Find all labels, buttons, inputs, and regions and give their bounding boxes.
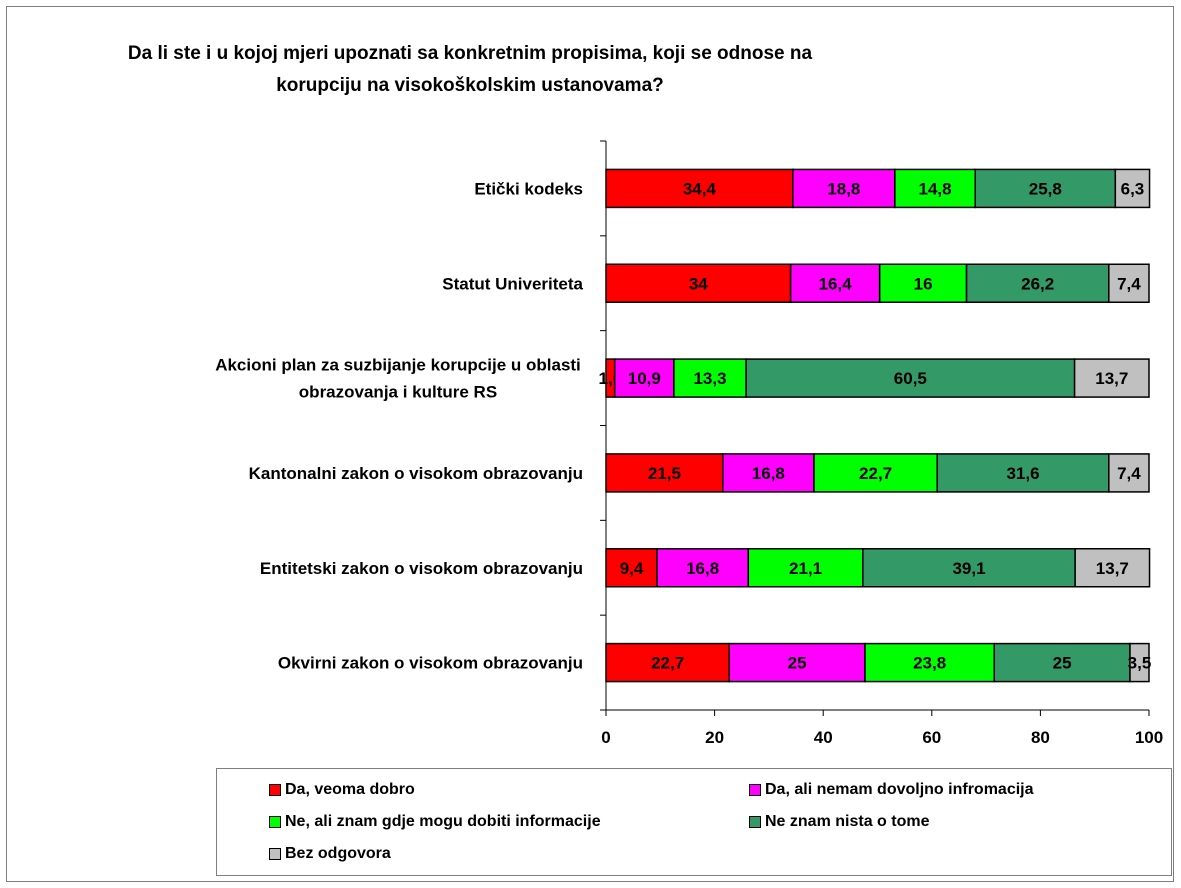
x-tick-label: 100 (1135, 728, 1163, 747)
data-label: 34 (689, 274, 708, 293)
bar-segment (673, 358, 747, 398)
data-label: 16,8 (752, 464, 785, 483)
category-label: Entitetski zakon o visokom obrazovanju (260, 559, 583, 578)
data-label: 22,7 (651, 654, 684, 673)
data-label: 13,7 (1095, 369, 1128, 388)
bar-segment (656, 548, 750, 588)
bar-segment (974, 168, 1117, 209)
data-label: 16 (914, 274, 933, 293)
data-label: 6,3 (1121, 179, 1145, 198)
chart-legend: Da, veoma dobro Da, ali nemam dovoljno in… (216, 768, 1172, 876)
bar-segment (613, 358, 675, 398)
legend-swatch (269, 816, 281, 828)
chart-title: Da li ste i u kojoj mjeri upoznati sa ko… (120, 38, 820, 102)
data-label: 13,3 (693, 369, 726, 388)
x-tick-label: 40 (814, 728, 833, 747)
bar-segment (1108, 453, 1150, 493)
data-label: 7,4 (1117, 274, 1141, 293)
data-label: 16,4 (819, 274, 853, 293)
bar-segment (1073, 358, 1150, 398)
category-label: Kantonalni zakon o visokom obrazovanju (249, 464, 583, 483)
x-tick-label: 60 (922, 728, 941, 747)
data-label: 3,5 (1128, 654, 1152, 673)
bar-segment (1108, 263, 1150, 303)
x-tick-label: 20 (705, 728, 724, 747)
data-label: 14,8 (919, 179, 952, 198)
bar-segment (813, 453, 938, 493)
legend-item: Ne, ali znam gdje mogu dobiti informacij… (269, 813, 601, 831)
bar-segment (894, 168, 976, 209)
data-label: 23,8 (913, 654, 946, 673)
legend-item: Da, veoma dobro (269, 781, 415, 799)
chart-frame (6, 6, 1174, 882)
data-label: 26,2 (1021, 274, 1054, 293)
legend-label: Ne znam nista o tome (765, 813, 930, 830)
bar-segment (936, 453, 1110, 493)
data-label: 21,5 (648, 464, 681, 483)
legend-swatch (749, 816, 761, 828)
legend-label: Ne, ali znam gdje mogu dobiti informacij… (285, 813, 601, 830)
bar-segment (605, 453, 724, 493)
bar-segment (605, 642, 731, 683)
bar-segment (864, 642, 995, 683)
legend-item: Da, ali nemam dovoljno infromacija (749, 781, 1034, 799)
data-label: 21,1 (789, 559, 822, 578)
bar-segment (747, 548, 864, 588)
chart-title-line-2: korupciju na visokoškolskim ustanovama? (276, 75, 664, 96)
legend-item: Bez odgovora (269, 845, 391, 863)
bar-segment (965, 263, 1110, 303)
x-tick-label: 80 (1031, 728, 1050, 747)
category-label: obrazovanja i kulture RS (299, 383, 497, 402)
legend-label: Bez odgovora (285, 845, 391, 862)
bar-segment (721, 453, 815, 493)
data-label: 31,6 (1006, 464, 1039, 483)
legend-label: Da, veoma dobro (285, 781, 415, 798)
data-label: 25 (1053, 654, 1072, 673)
data-label: 22,7 (859, 464, 892, 483)
bar-segment (1074, 548, 1151, 588)
data-label: 7,4 (1117, 464, 1141, 483)
chart-title-line-1: Da li ste i u kojoj mjeri upoznati sa ko… (127, 43, 813, 64)
legend-swatch (269, 848, 281, 860)
x-tick-label: 0 (601, 728, 610, 747)
bar-segment (728, 642, 866, 683)
category-label: Okvirni zakon o visokom obrazovanju (278, 654, 583, 673)
bar-segment (745, 358, 1076, 398)
data-label: 10,9 (628, 369, 661, 388)
category-label: Statut Univeriteta (442, 274, 583, 293)
data-label: 18,8 (827, 179, 860, 198)
bar-segment (789, 263, 881, 303)
category-label: Akcioni plan za suzbijanje korupcije u o… (215, 356, 581, 375)
data-label: 60,5 (894, 369, 927, 388)
legend-swatch (269, 784, 281, 796)
legend-item: Ne znam nista o tome (749, 813, 929, 831)
bar-segment (1114, 168, 1151, 209)
legend-swatch (749, 784, 761, 796)
bar-segment (792, 168, 896, 209)
data-label: 25,8 (1029, 179, 1062, 198)
data-label: 9,4 (620, 559, 644, 578)
data-label: 34,4 (683, 179, 717, 198)
bar-segment (1129, 642, 1150, 683)
bar-segment (862, 548, 1076, 588)
data-label: 39,1 (952, 559, 985, 578)
legend-label: Da, ali nemam dovoljno infromacija (765, 781, 1034, 798)
category-label: Etički kodeks (474, 179, 583, 198)
data-label: 25 (788, 654, 807, 673)
data-label: 13,7 (1096, 559, 1129, 578)
data-label: 16,8 (686, 559, 719, 578)
